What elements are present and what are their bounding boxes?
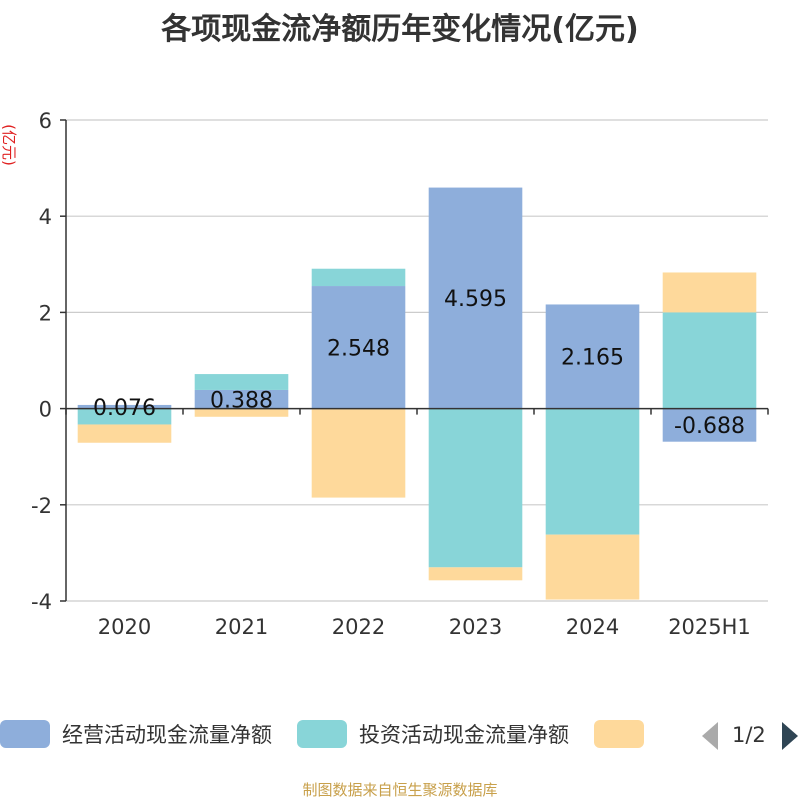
- legend-label: 经营活动现金流量净额: [62, 723, 272, 747]
- y-tick-label: -2: [31, 494, 52, 518]
- bar-2-2021[interactable]: [194, 374, 289, 390]
- legend-swatch: [297, 720, 347, 748]
- y-tick-label: 2: [39, 301, 52, 325]
- bar-3-2023[interactable]: [428, 567, 523, 581]
- bar-2-2025H1[interactable]: [662, 312, 757, 409]
- bar-1-2023[interactable]: [428, 187, 523, 409]
- legend-swatch: [0, 720, 50, 748]
- legend-next-arrow-icon[interactable]: [782, 722, 798, 750]
- y-tick-label: 0: [39, 398, 52, 422]
- bar-2-2023[interactable]: [428, 408, 523, 568]
- data-label-layer: 0.076 0.388 2.548 4.595 2.165 -0.688: [93, 287, 745, 439]
- bar-2-2022[interactable]: [311, 268, 406, 287]
- data-label: -0.688: [674, 414, 745, 439]
- bar-1-2024[interactable]: [545, 304, 640, 409]
- y-axis-label: (亿元): [0, 124, 18, 166]
- bar-2-2020[interactable]: [77, 408, 172, 425]
- y-tick-label: 6: [39, 109, 52, 133]
- bar-1-2025H1[interactable]: [662, 408, 757, 442]
- legend: 经营活动现金流量净额 投资活动现金流量净额 1/2: [0, 720, 798, 750]
- bar-1-2022[interactable]: [311, 286, 406, 409]
- x-tick-label: 2023: [449, 615, 502, 639]
- bar-2-2024[interactable]: [545, 408, 640, 535]
- x-tick-label: 2021: [215, 615, 268, 639]
- bar-3-2024[interactable]: [545, 534, 640, 600]
- legend-page-indicator: 1/2: [732, 723, 766, 747]
- legend-item-3[interactable]: [594, 720, 644, 748]
- grid-lines: [66, 119, 768, 602]
- data-label: 4.595: [444, 287, 507, 312]
- bar-3-2025H1[interactable]: [662, 272, 757, 313]
- legend-swatch: [594, 720, 644, 748]
- bar-1-2020[interactable]: [77, 404, 172, 409]
- x-tick-label: 2025H1: [668, 615, 751, 639]
- data-label: 0.388: [210, 388, 273, 413]
- legend-label: 投资活动现金流量净额: [359, 723, 569, 747]
- y-tick-label: 4: [39, 205, 52, 229]
- legend-prev-arrow-icon[interactable]: [702, 722, 718, 750]
- chart-title: 各项现金流净额历年变化情况(亿元): [161, 12, 639, 47]
- legend-item-1[interactable]: 经营活动现金流量净额: [0, 720, 272, 748]
- axis-layer: -4 -2 0 2 4 6 2020 2021 2022 2023 2024 2025H1 (亿元): [0, 109, 769, 639]
- source-note: 制图数据来自恒生聚源数据库: [302, 781, 498, 799]
- bar-3-2021[interactable]: [194, 408, 289, 417]
- bar-1-2021[interactable]: [194, 389, 289, 409]
- y-tick-label: -4: [31, 590, 52, 614]
- x-tick-label: 2024: [566, 615, 619, 639]
- x-tick-label: 2022: [332, 615, 385, 639]
- bar-3-2022[interactable]: [311, 408, 406, 498]
- data-label: 0.076: [93, 396, 156, 421]
- x-tick-label: 2020: [98, 615, 151, 639]
- bar-layer: [77, 187, 757, 600]
- data-label: 2.165: [561, 346, 624, 371]
- legend-item-2[interactable]: 投资活动现金流量净额: [297, 720, 569, 748]
- data-label: 2.548: [327, 336, 390, 361]
- bar-3-2020[interactable]: [77, 424, 172, 443]
